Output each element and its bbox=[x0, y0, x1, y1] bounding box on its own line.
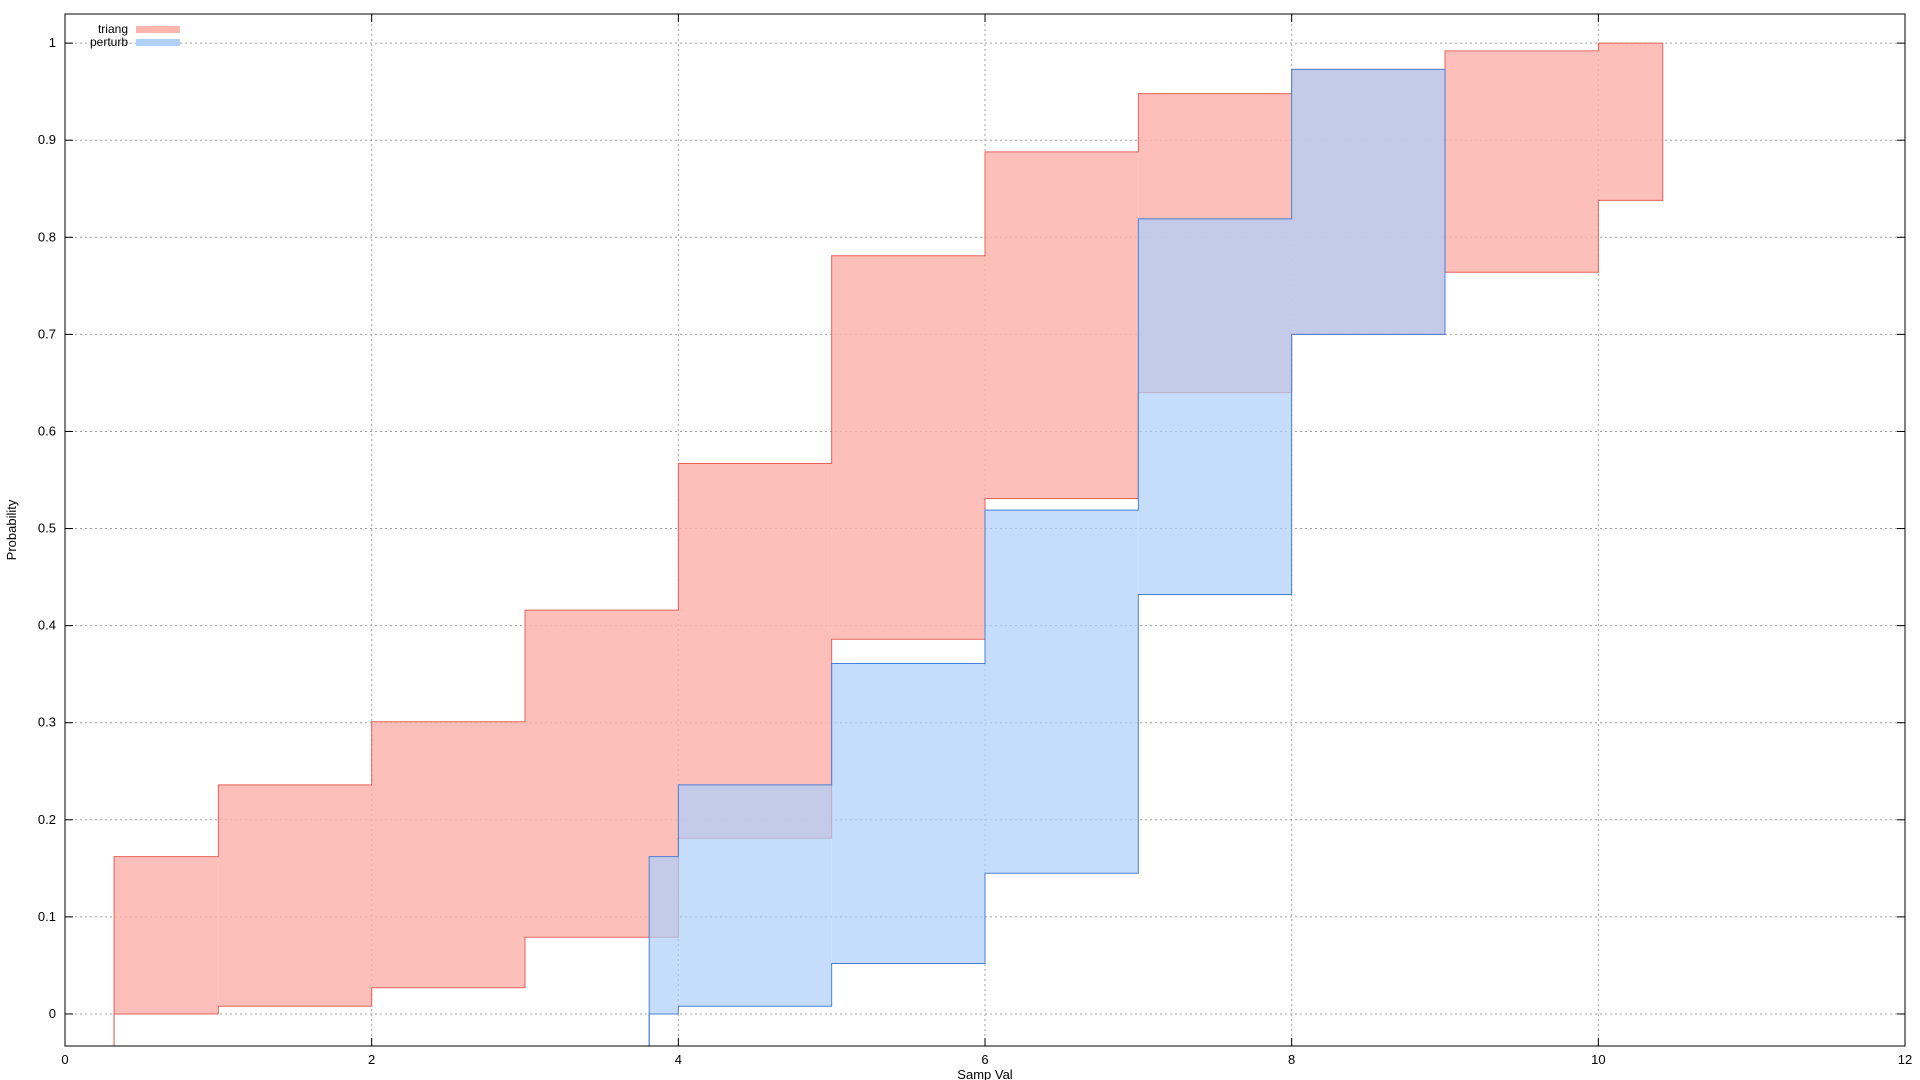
triang-step-box bbox=[218, 784, 372, 1007]
perturb-step-box bbox=[831, 663, 985, 964]
perturb-step-box bbox=[985, 510, 1139, 874]
y-tick-label: 1 bbox=[49, 35, 56, 50]
y-tick-label: 0.2 bbox=[38, 812, 56, 827]
series-areas bbox=[113, 42, 1664, 1046]
triang-step-box bbox=[985, 151, 1139, 499]
y-tick-label: 0.6 bbox=[38, 423, 56, 438]
y-tick-label: 0.7 bbox=[38, 326, 56, 341]
x-tick-label: 2 bbox=[368, 1052, 375, 1067]
triang-upper-bound bbox=[113, 42, 1663, 1046]
triang-step-box bbox=[831, 255, 985, 640]
x-tick-label: 4 bbox=[675, 1052, 682, 1067]
perturb-step-box bbox=[1291, 69, 1445, 335]
y-tick-label: 0.4 bbox=[38, 618, 56, 633]
legend-item-triang: triang bbox=[98, 22, 180, 36]
legend-item-perturb: perturb bbox=[90, 35, 180, 49]
perturb-step-box bbox=[678, 784, 832, 1007]
triang-lower-bound bbox=[113, 43, 1664, 1046]
x-tick-label: 12 bbox=[1898, 1052, 1912, 1067]
y-tick-label: 0.5 bbox=[38, 521, 56, 536]
y-tick-label: 0 bbox=[49, 1006, 56, 1021]
y-tick-label: 0.1 bbox=[38, 909, 56, 924]
x-tick-label: 0 bbox=[61, 1052, 68, 1067]
perturb-step-box bbox=[649, 856, 679, 1014]
series-perturb bbox=[648, 68, 1446, 1046]
perturb-lower-bound bbox=[648, 69, 1446, 1046]
y-tick-label: 0.8 bbox=[38, 229, 56, 244]
x-tick-label: 8 bbox=[1288, 1052, 1295, 1067]
legend-swatch bbox=[136, 26, 180, 33]
triang-step-box bbox=[1445, 50, 1599, 273]
triang-step-box bbox=[1598, 43, 1663, 201]
legend-label: perturb bbox=[90, 35, 128, 49]
y-tick-label: 0.3 bbox=[38, 715, 56, 730]
x-tick-label: 10 bbox=[1591, 1052, 1605, 1067]
perturb-step-box bbox=[1138, 218, 1292, 595]
x-axis-label: Samp Val bbox=[957, 1067, 1013, 1080]
triang-step-box bbox=[678, 463, 832, 839]
y-axis-label: Probability bbox=[4, 499, 19, 560]
legend-label: triang bbox=[98, 22, 128, 36]
triang-step-box bbox=[371, 721, 525, 988]
legend-swatch bbox=[136, 39, 180, 46]
axis-ticks: 0 2 4 6 8 10 12 0 0.1 0.2 0.3 0.4 0.5 0.6 0.7 0.8 0.9 1 bbox=[38, 14, 1912, 1067]
triang-step-box bbox=[114, 856, 219, 1014]
y-tick-label: 0.9 bbox=[38, 132, 56, 147]
perturb-upper-bound bbox=[648, 68, 1445, 1046]
x-tick-label: 6 bbox=[981, 1052, 988, 1067]
